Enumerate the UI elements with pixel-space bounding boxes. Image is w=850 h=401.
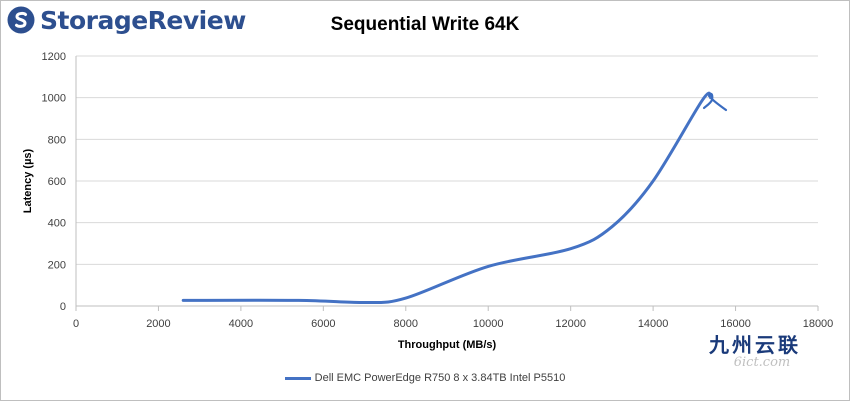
x-tick-label: 0 xyxy=(73,318,79,330)
x-tick-label: 14000 xyxy=(638,318,669,330)
y-tick-labels: 0 200 400 600 800 1000 1200 xyxy=(42,51,66,313)
legend-swatch xyxy=(284,376,311,380)
x-tick-label: 10000 xyxy=(473,318,504,330)
series-line xyxy=(181,91,713,305)
y-tick-label: 200 xyxy=(48,259,66,271)
x-tick-label: 8000 xyxy=(394,318,418,330)
x-tick-label: 18000 xyxy=(803,318,834,330)
x-tick-labels: 0 2000 4000 6000 8000 10000 12000 14000 16000 180… xyxy=(73,318,833,330)
chart-title: Sequential Write 64K xyxy=(330,14,520,35)
y-tick-label: 1200 xyxy=(42,51,66,63)
hand-drawn-arrow-annotation xyxy=(702,92,728,112)
brand-name: StorageReview xyxy=(40,5,246,35)
y-tick-label: 400 xyxy=(48,218,66,230)
watermark-chinese: 九州云联 xyxy=(709,333,801,357)
x-tick-label: 16000 xyxy=(720,318,751,330)
watermark: 九州云联 6ict.com xyxy=(700,334,810,370)
x-axis-label: Throughput (MB/s) xyxy=(398,339,497,351)
y-axis-label: Latency (µs) xyxy=(22,148,34,213)
y-tick-label: 800 xyxy=(48,134,66,146)
x-tick-label: 2000 xyxy=(146,318,170,330)
y-tick-label: 0 xyxy=(60,301,66,313)
y-tick-label: 600 xyxy=(48,176,66,188)
legend-label: Dell EMC PowerEdge R750 8 x 3.84TB Intel… xyxy=(314,372,566,384)
y-tick-label: 1000 xyxy=(42,93,66,105)
axes xyxy=(75,56,819,311)
legend: Dell EMC PowerEdge R750 8 x 3.84TB Intel… xyxy=(0,372,850,384)
x-tick-label: 12000 xyxy=(555,318,586,330)
watermark-url: 6ict.com xyxy=(733,355,791,370)
x-tick-label: 4000 xyxy=(229,318,253,330)
gridlines xyxy=(76,55,818,265)
x-tick-label: 6000 xyxy=(311,318,335,330)
storagereview-logo-icon xyxy=(7,6,35,34)
brand-logo: StorageReview xyxy=(6,4,246,36)
